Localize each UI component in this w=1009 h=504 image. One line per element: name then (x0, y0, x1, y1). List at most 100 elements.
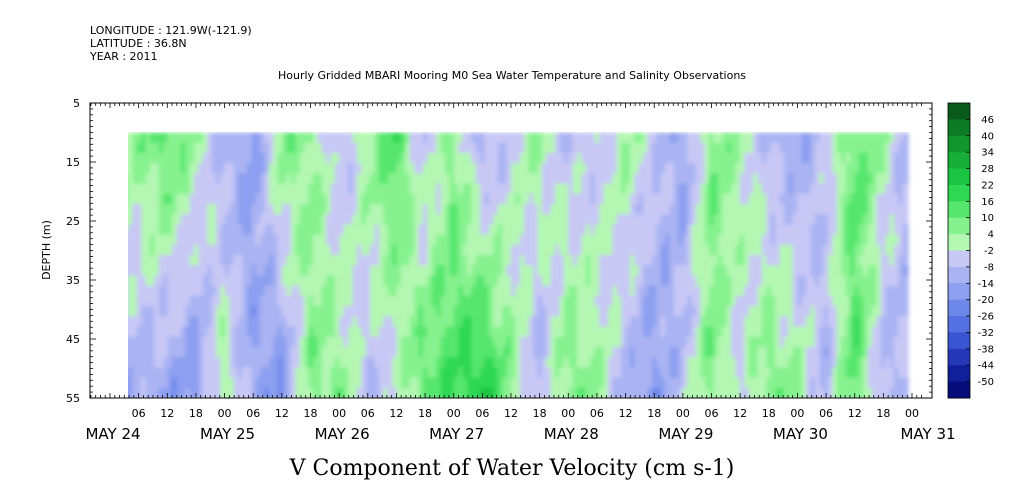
heatmap-cell (669, 387, 676, 398)
heatmap-cell (251, 193, 258, 206)
heatmap-cell (445, 285, 451, 298)
heatmap-cell (753, 132, 759, 145)
heatmap-cell (268, 152, 275, 165)
heatmap-cell (810, 275, 817, 288)
heatmap-cell (202, 306, 209, 318)
heatmap-cell (321, 275, 328, 288)
heatmap-cell (374, 224, 381, 237)
heatmap-cell (150, 214, 156, 226)
heatmap-cell (880, 326, 887, 339)
heatmap-cell (515, 255, 522, 267)
heatmap-cell (418, 346, 425, 359)
heatmap-cell (731, 183, 737, 196)
heatmap-cell (872, 193, 878, 206)
heatmap-cell (445, 367, 451, 380)
heatmap-cell (819, 152, 826, 165)
heatmap-cell (436, 336, 443, 349)
heatmap-cell (158, 316, 165, 328)
heatmap-cell (801, 234, 808, 247)
heatmap-cell (405, 377, 412, 390)
heatmap-cell (167, 306, 174, 318)
heatmap-cell (678, 163, 685, 175)
heatmap-cell (625, 387, 632, 398)
heatmap-cell (189, 255, 196, 267)
heatmap-cell (775, 193, 782, 206)
heatmap-cell (467, 173, 473, 185)
heatmap-cell (330, 152, 337, 165)
heatmap-cell (541, 183, 548, 196)
heatmap-cell (462, 275, 469, 288)
heatmap-cell (519, 142, 526, 155)
heatmap-cell (458, 244, 465, 257)
heatmap-cell (422, 224, 429, 237)
heatmap-cell (198, 316, 205, 328)
heatmap-cell (550, 387, 557, 398)
heatmap-cell (132, 152, 139, 165)
heatmap-cell (784, 336, 790, 349)
heatmap-cell (761, 142, 768, 155)
heatmap-cell (867, 224, 874, 237)
heatmap-cell (497, 173, 504, 185)
heatmap-cell (735, 336, 742, 349)
heatmap-cell (603, 306, 610, 318)
heatmap-cell (277, 367, 284, 380)
heatmap-cell (489, 265, 495, 277)
heatmap-cell (273, 326, 280, 339)
heatmap-cell (568, 387, 575, 398)
heatmap-cell (819, 193, 826, 206)
heatmap-cell (418, 193, 425, 206)
heatmap-cell (894, 285, 900, 298)
heatmap-cell (559, 152, 566, 165)
heatmap-cell (621, 306, 627, 318)
heatmap-cell (616, 234, 623, 247)
heatmap-cell (836, 265, 843, 277)
heatmap-cell (480, 255, 487, 267)
heatmap-cell (255, 214, 262, 226)
heatmap-cell (506, 306, 513, 318)
heatmap-cell (779, 316, 786, 328)
heatmap-cell (788, 387, 795, 398)
heatmap-cell (850, 214, 856, 226)
heatmap-cell (647, 326, 654, 339)
heatmap-cell (616, 142, 623, 155)
heatmap-cell (656, 346, 663, 359)
heatmap-cell (814, 244, 821, 257)
heatmap-cell (555, 142, 561, 155)
heatmap-cell (607, 336, 614, 349)
heatmap-cell (405, 142, 412, 155)
heatmap-cell (378, 346, 385, 359)
heatmap-cell (308, 387, 315, 398)
heatmap-cell (141, 132, 148, 145)
heatmap-cell (330, 255, 337, 267)
heatmap-cell (317, 193, 324, 206)
heatmap-cell (365, 367, 372, 380)
heatmap-cell (682, 275, 689, 288)
heatmap-cell (691, 275, 698, 288)
heatmap-cell (726, 152, 733, 165)
heatmap-cell (744, 357, 751, 369)
heatmap-cell (634, 367, 641, 380)
heatmap-cell (334, 387, 341, 398)
heatmap-cell (823, 183, 830, 196)
heatmap-cell (224, 132, 231, 145)
heatmap-cell (757, 357, 764, 369)
heatmap-cell (519, 214, 526, 226)
heatmap-cell (282, 132, 288, 145)
heatmap-cell (374, 214, 381, 226)
heatmap-cell (541, 132, 548, 145)
heatmap-cell (735, 295, 742, 308)
heatmap-cell (744, 132, 751, 145)
heatmap-cell (568, 265, 575, 277)
heatmap-cell (273, 316, 280, 328)
heatmap-cell (806, 255, 812, 267)
heatmap-cell (330, 285, 337, 298)
heatmap-cell (784, 306, 790, 318)
heatmap-cell (717, 357, 724, 369)
heatmap-cell (409, 224, 416, 237)
heatmap-cell (409, 336, 416, 349)
heatmap-cell (194, 142, 200, 155)
heatmap-cell (691, 367, 698, 380)
heatmap-cell (154, 326, 161, 339)
heatmap-cell (128, 346, 134, 359)
heatmap-cell (154, 377, 161, 390)
